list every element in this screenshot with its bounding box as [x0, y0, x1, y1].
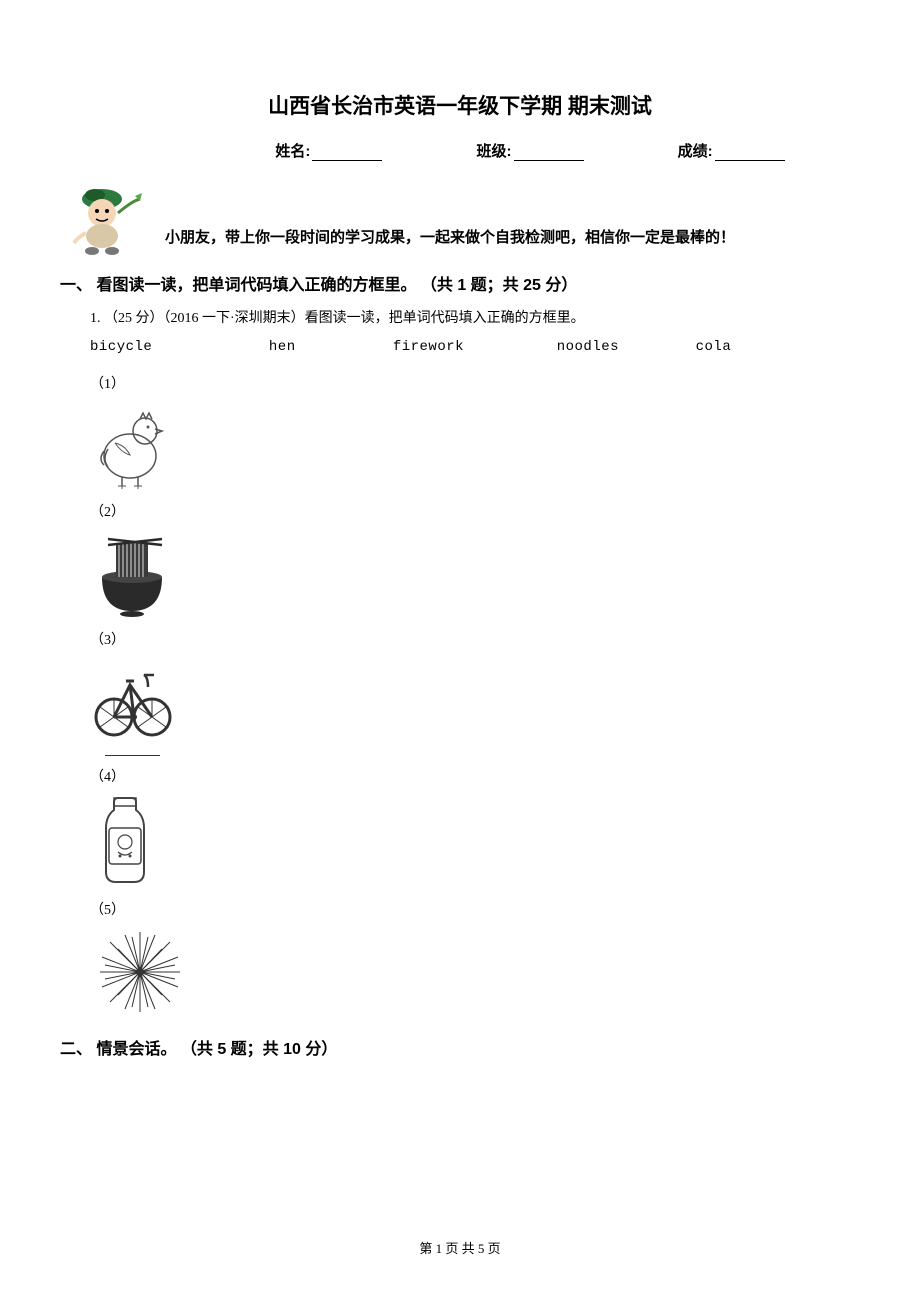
sub-item-4: （4）	[90, 766, 860, 889]
bicycle-underline	[105, 755, 160, 756]
word-hen: hen	[269, 339, 384, 355]
encourage-row: 小朋友，带上你一段时间的学习成果，一起来做个自我检测吧，相信你一定是最棒的！	[60, 181, 860, 256]
student-info-line: 姓名: 班级: 成绩:	[60, 140, 860, 161]
sub-item-5: （5）	[90, 899, 860, 1017]
question-1-text: 1. （25 分）（2016 一下·深圳期末）看图读一读，把单词代码填入正确的方…	[90, 307, 860, 327]
sub-label-4: （4）	[90, 766, 860, 786]
word-bank: bicycle hen firework noodles cola	[90, 339, 860, 355]
word-firework: firework	[393, 339, 548, 355]
name-label: 姓名:	[275, 143, 310, 160]
bicycle-icon	[90, 657, 175, 747]
cartoon-boy-icon	[60, 181, 150, 256]
sub-item-2: （2）	[90, 501, 860, 619]
sub-label-3: （3）	[90, 629, 860, 649]
sub-item-3: （3）	[90, 629, 860, 756]
word-noodles: noodles	[557, 339, 687, 355]
exam-title: 山西省长治市英语一年级下学期 期末测试	[60, 90, 860, 120]
sub-item-1: （1）	[90, 373, 860, 491]
score-label: 成绩:	[678, 143, 713, 160]
sub-label-2: （2）	[90, 501, 860, 521]
class-field[interactable]: 班级:	[477, 140, 584, 161]
score-underline[interactable]	[715, 160, 785, 161]
section-1-header: 一、 看图读一读，把单词代码填入正确的方框里。 （共 1 题；共 25 分）	[60, 271, 860, 295]
noodles-icon	[90, 529, 175, 619]
name-field[interactable]: 姓名:	[275, 140, 382, 161]
sub-label-5: （5）	[90, 899, 860, 919]
score-field[interactable]: 成绩:	[678, 140, 785, 161]
cola-icon	[90, 794, 160, 889]
name-underline[interactable]	[312, 160, 382, 161]
section-2-header: 二、 情景会话。 （共 5 题；共 10 分）	[60, 1035, 860, 1059]
hen-icon	[90, 401, 175, 491]
word-bicycle: bicycle	[90, 339, 260, 355]
class-label: 班级:	[477, 143, 512, 160]
page-footer: 第 1 页 共 5 页	[0, 1238, 920, 1257]
encourage-text: 小朋友，带上你一段时间的学习成果，一起来做个自我检测吧，相信你一定是最棒的！	[165, 226, 735, 256]
firework-icon	[90, 927, 190, 1017]
sub-label-1: （1）	[90, 373, 860, 393]
class-underline[interactable]	[514, 160, 584, 161]
word-cola: cola	[696, 339, 732, 355]
